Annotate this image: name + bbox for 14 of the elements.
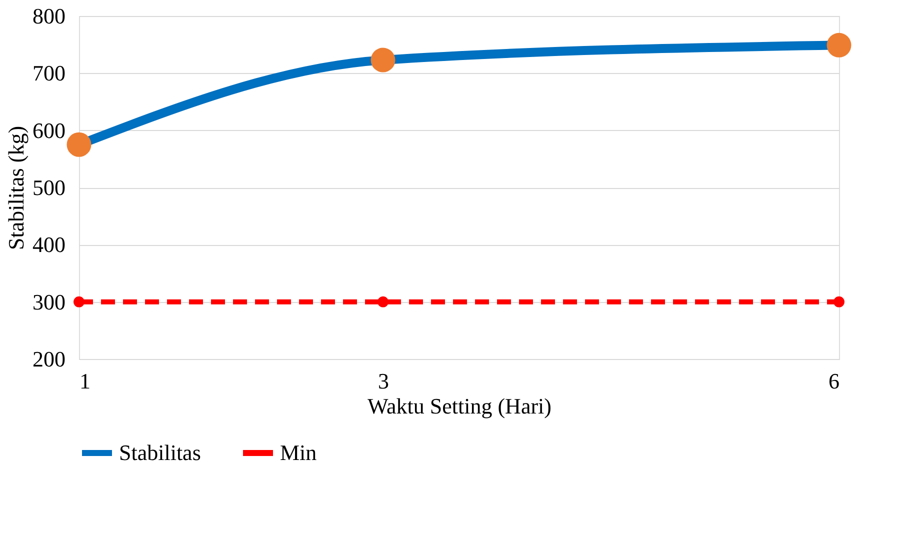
x-tick-label: 1 (80, 368, 90, 394)
y-tick-label: 400 (32, 232, 66, 258)
x-axis-title: Waktu Setting (Hari) (368, 394, 552, 418)
y-tick-label: 700 (32, 60, 66, 86)
x-tick-label: 6 (828, 368, 840, 394)
y-axis-title: Stabilitas (kg) (4, 126, 28, 250)
x-tick-label: 3 (378, 368, 389, 394)
y-tick-label: 600 (32, 118, 66, 143)
y-tick-label: 800 (32, 4, 66, 28)
y-tick-label: 300 (32, 289, 66, 314)
legend-label: Min (280, 440, 317, 465)
y-tick-label: 200 (32, 346, 66, 372)
legend-label: Stabilitas (119, 440, 201, 465)
y-tick-label: 500 (32, 175, 66, 200)
